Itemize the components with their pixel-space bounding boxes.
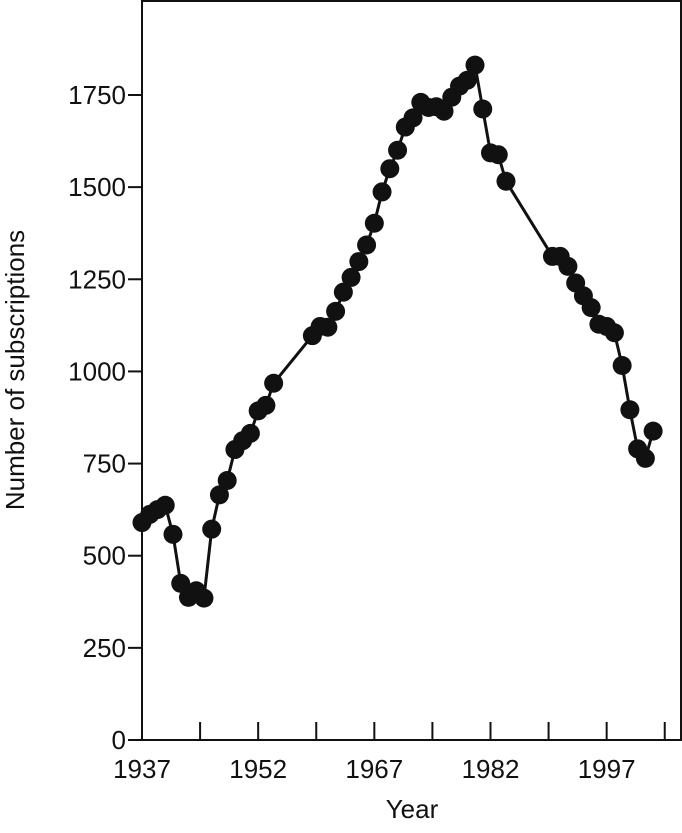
marker [488, 145, 508, 165]
marker [163, 524, 183, 544]
x-tick-label: 1997 [578, 754, 636, 784]
marker [380, 159, 400, 179]
y-tick-label: 1250 [68, 264, 126, 294]
x-tick-label: 1937 [113, 754, 171, 784]
y-tick-label: 1000 [68, 356, 126, 386]
marker [217, 471, 237, 491]
marker [264, 373, 284, 393]
marker [457, 70, 477, 90]
marker [496, 171, 516, 191]
marker [194, 588, 214, 608]
marker [643, 421, 663, 441]
marker [635, 448, 655, 468]
y-axis-label: Number of subscriptions [0, 230, 30, 510]
y-tick-label: 250 [83, 633, 126, 663]
y-tick-label: 0 [112, 725, 126, 755]
x-tick-label: 1982 [462, 754, 520, 784]
marker [465, 55, 485, 75]
marker [434, 101, 454, 121]
marker [388, 140, 408, 160]
y-tick-label: 1750 [68, 80, 126, 110]
marker [473, 99, 493, 119]
marker [612, 356, 632, 376]
marker [341, 267, 361, 287]
marker [364, 213, 384, 233]
marker [326, 301, 346, 321]
x-axis-label: Year [386, 794, 439, 824]
y-tick-label: 750 [83, 449, 126, 479]
marker [333, 282, 353, 302]
y-tick-label: 1500 [68, 172, 126, 202]
marker [202, 519, 222, 539]
x-tick-label: 1952 [229, 754, 287, 784]
marker [620, 400, 640, 420]
marker [240, 423, 260, 443]
marker [256, 395, 276, 415]
marker [209, 485, 229, 505]
marker [372, 182, 392, 202]
x-tick-label: 1967 [345, 754, 403, 784]
marker [558, 256, 578, 276]
marker [403, 108, 423, 128]
marker [318, 317, 338, 337]
marker [604, 323, 624, 343]
marker [349, 252, 369, 272]
marker [581, 298, 601, 318]
marker [357, 235, 377, 255]
y-tick-label: 500 [83, 541, 126, 571]
marker [155, 495, 175, 515]
marker [171, 573, 191, 593]
